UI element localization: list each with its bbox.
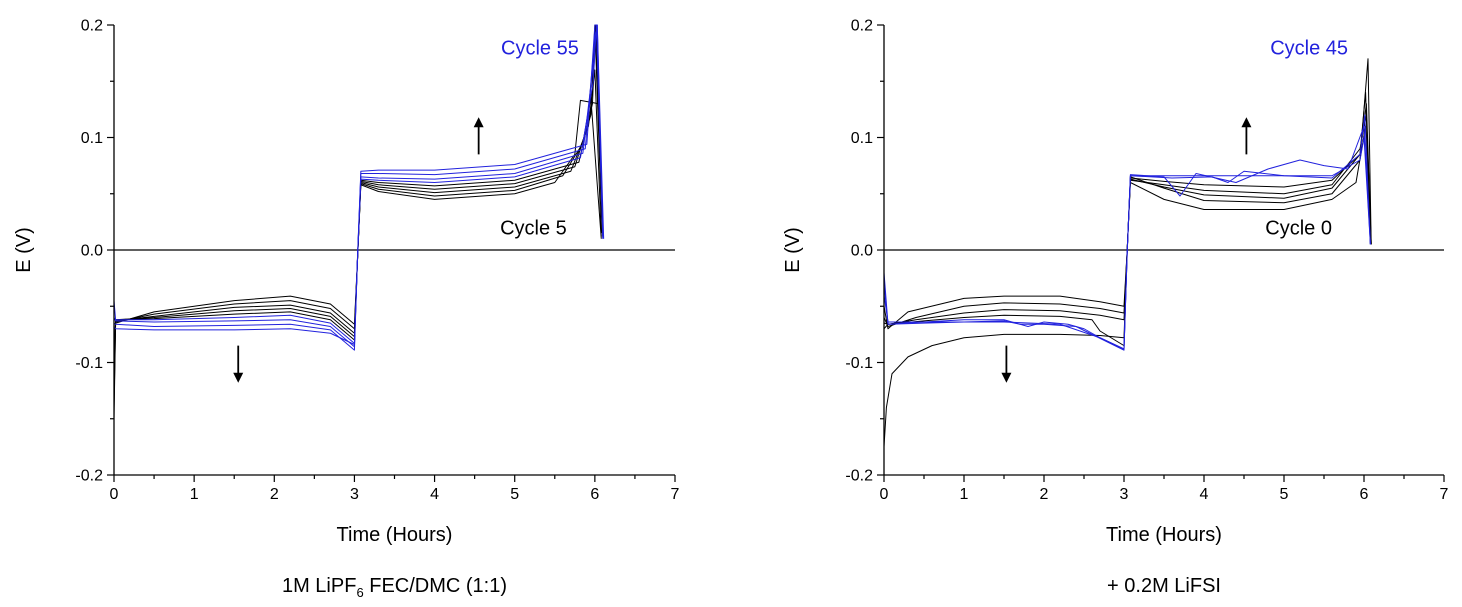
- x-tick-label: 7: [1440, 486, 1449, 503]
- series-line-5: [114, 24, 604, 344]
- x-tick-label: 3: [1120, 486, 1129, 503]
- chart-right: 0 1 2 3 4 5 6 7 -0.2 -0.1 0.0 0.1 0.2 Time (Hours) E (…: [782, 18, 1449, 598]
- cycle-annotation: Cycle 45: [1270, 38, 1348, 60]
- x-axis-title: Time (Hours): [1106, 524, 1222, 546]
- series-line-0: [114, 99, 604, 419]
- y-tick-label: 0.0: [851, 243, 873, 260]
- y-axis-title: E (V): [782, 227, 804, 273]
- panel-caption: + 0.2M LiFSI: [1107, 575, 1221, 597]
- x-tick-label: 5: [510, 486, 519, 503]
- y-tick-label: 0.2: [81, 18, 103, 35]
- y-tick-label: 0.0: [81, 243, 103, 260]
- x-tick-label: 2: [270, 486, 279, 503]
- x-tick-label: 4: [1200, 486, 1209, 503]
- x-tick-label: 0: [880, 486, 889, 503]
- series-line-1: [884, 58, 1372, 330]
- y-tick-label: 0.2: [851, 18, 873, 35]
- y-tick-label: -0.2: [845, 468, 873, 485]
- x-axis-title: Time (Hours): [337, 524, 453, 546]
- y-tick-label: 0.1: [851, 130, 873, 147]
- series-group: [884, 58, 1372, 447]
- x-tick-label: 1: [190, 486, 199, 503]
- trend-arrow-head: [1241, 117, 1252, 128]
- trend-arrow-head: [473, 117, 484, 128]
- x-tick-label: 1: [960, 486, 969, 503]
- caption-subscript: 6: [356, 585, 363, 600]
- trend-arrow-head: [233, 372, 244, 383]
- y-axis-title: E (V): [13, 227, 35, 273]
- series-line-0: [884, 125, 1371, 447]
- caption-rest: FEC/DMC (1:1): [364, 575, 507, 597]
- cycle-annotation: Cycle 55: [501, 38, 579, 60]
- series-line-2: [884, 103, 1372, 327]
- caption-main: 1M LiPF: [282, 575, 356, 597]
- x-tick-label: 6: [1360, 486, 1369, 503]
- series-line-7: [884, 137, 1371, 350]
- series-line-4: [114, 24, 604, 363]
- cycle-annotation: Cycle 5: [500, 218, 567, 240]
- cycle-annotation: Cycle 0: [1265, 218, 1332, 240]
- chart-left: 0 1 2 3 4 5 6 7 -0.2 -0.1 0.0 0.1 0.2 Time (Hours) E (…: [13, 18, 680, 601]
- x-tick-label: 6: [590, 486, 599, 503]
- series-group: [114, 24, 605, 419]
- x-tick-label: 7: [671, 486, 680, 503]
- y-tick-label: -0.1: [75, 355, 103, 372]
- x-tick-label: 4: [430, 486, 439, 503]
- series-line-8: [114, 24, 605, 345]
- panel-caption: 1M LiPF6 FEC/DMC (1:1): [282, 575, 507, 600]
- trend-arrow-head: [1001, 372, 1012, 383]
- caption-main: + 0.2M LiFSI: [1107, 575, 1221, 597]
- series-line-7: [114, 24, 604, 351]
- y-tick-label: 0.1: [81, 130, 103, 147]
- x-tick-label: 0: [110, 486, 119, 503]
- x-tick-label: 3: [350, 486, 359, 503]
- y-tick-label: -0.2: [75, 468, 103, 485]
- x-tick-label: 5: [1280, 486, 1289, 503]
- x-tick-label: 2: [1040, 486, 1049, 503]
- y-tick-label: -0.1: [845, 355, 873, 372]
